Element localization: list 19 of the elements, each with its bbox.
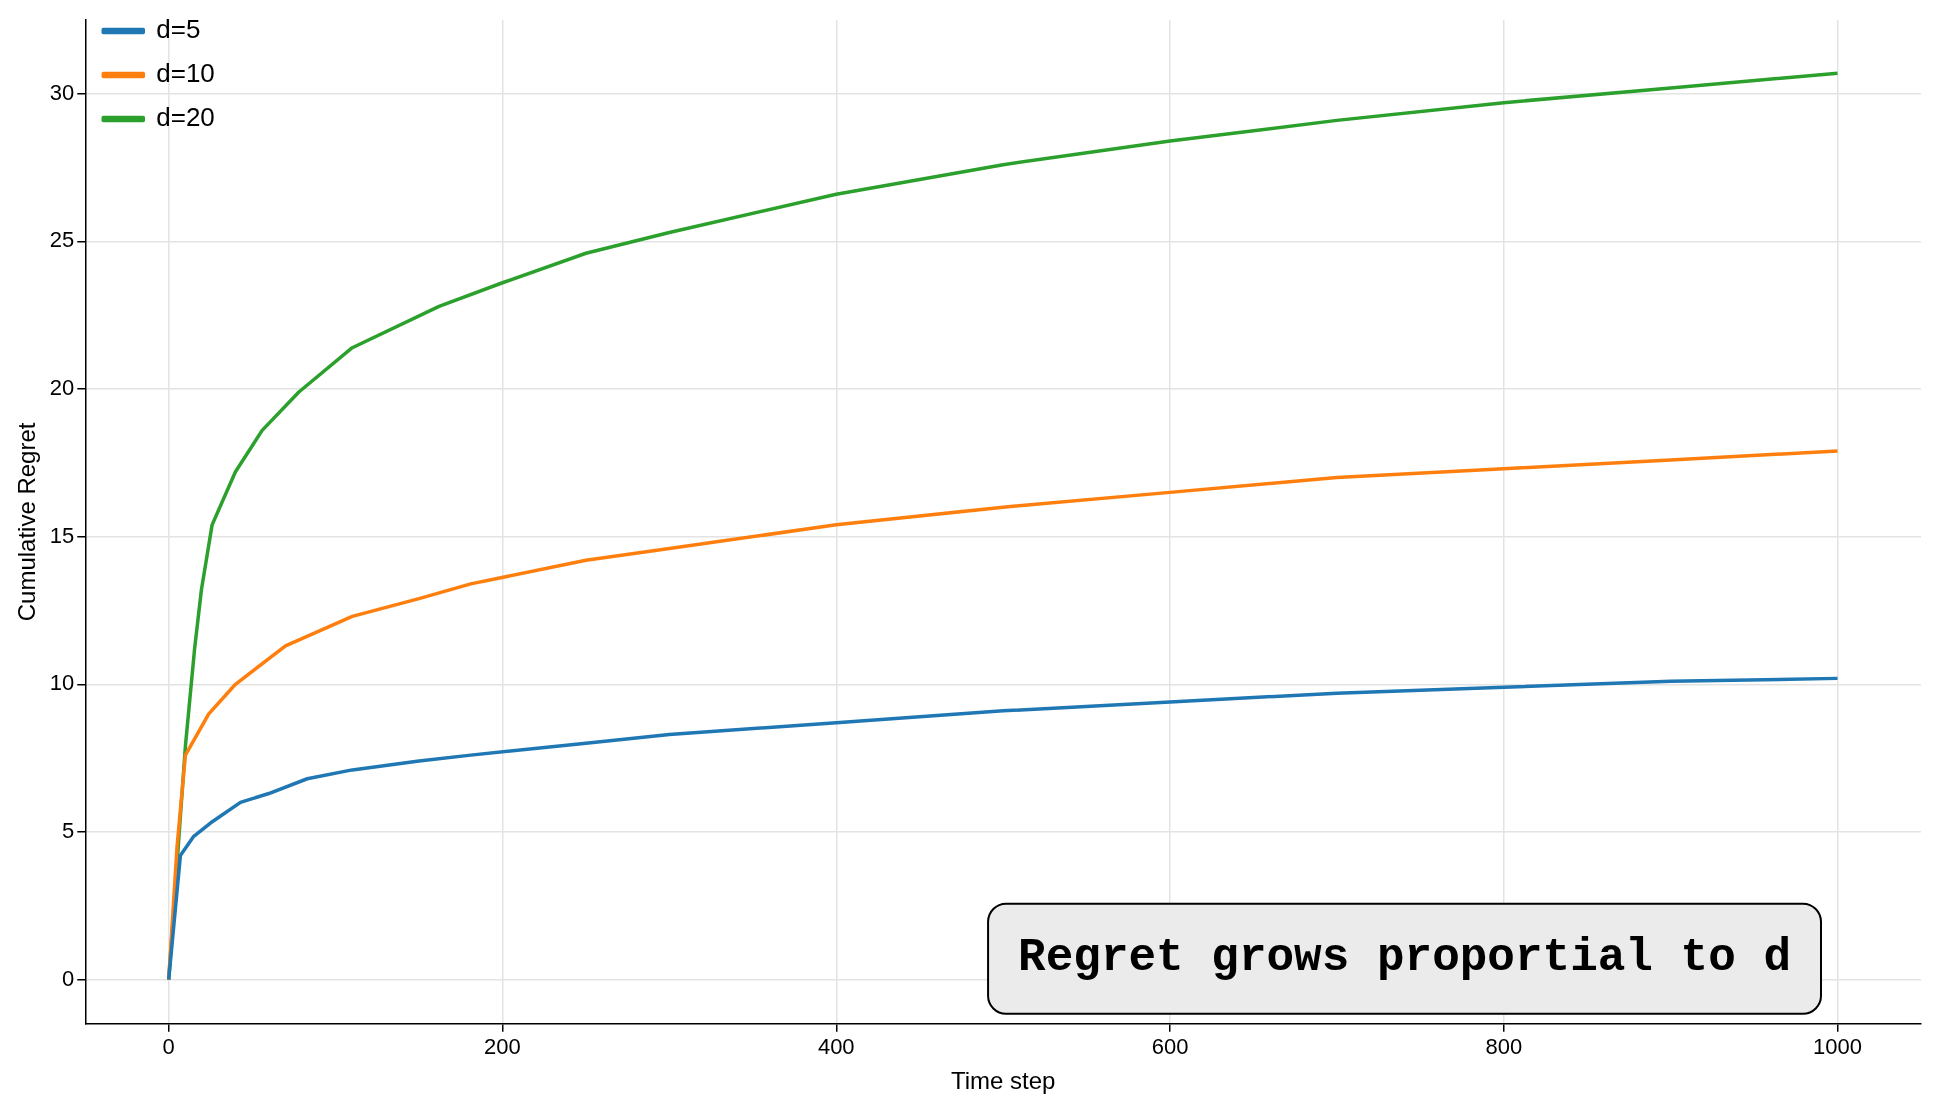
y-tick-label: 10 bbox=[49, 670, 75, 696]
y-tick-label: 30 bbox=[49, 79, 75, 105]
x-tick-label: 1000 bbox=[1813, 1034, 1863, 1060]
y-tick-label: 15 bbox=[49, 522, 75, 548]
x-axis-title: Time step bbox=[950, 1067, 1056, 1095]
x-tick-label: 400 bbox=[817, 1034, 855, 1060]
x-tick-label: 800 bbox=[1485, 1034, 1523, 1060]
y-tick-label: 0 bbox=[62, 965, 75, 991]
y-axis-title: Cumulative Regret bbox=[13, 422, 41, 622]
legend-label: d=10 bbox=[156, 58, 215, 89]
x-tick-label: 600 bbox=[1151, 1034, 1189, 1060]
y-tick-label: 20 bbox=[49, 375, 75, 401]
legend-label: d=5 bbox=[156, 14, 201, 45]
legend-label: d=20 bbox=[156, 102, 215, 133]
x-tick-label: 0 bbox=[162, 1034, 175, 1060]
annotation: Regret grows proportial to d bbox=[1018, 932, 1792, 985]
y-tick-label: 5 bbox=[62, 817, 75, 843]
x-tick-label: 200 bbox=[484, 1034, 521, 1060]
y-tick-label: 25 bbox=[49, 227, 75, 253]
